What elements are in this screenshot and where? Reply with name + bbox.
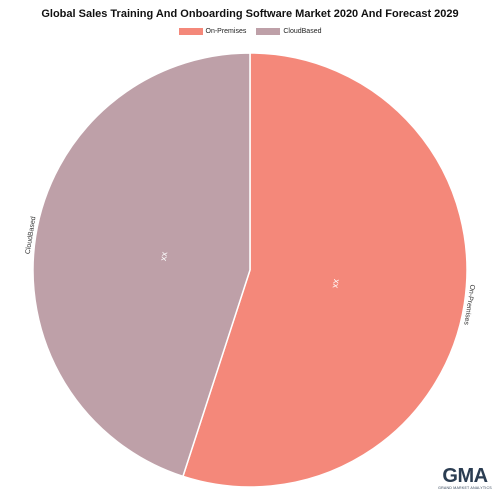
- pie-slice-cloudbased[interactable]: [32, 52, 251, 478]
- legend-label-on-premises: On-Premises: [205, 28, 247, 35]
- legend-item-cloudbased[interactable]: CloudBased: [256, 28, 321, 35]
- chart-title: Global Sales Training And Onboarding Sof…: [41, 8, 459, 20]
- gma-logo: GMA GRAND MARKET ANALYTICS: [436, 466, 494, 491]
- data-label-on-premises: xx: [331, 278, 342, 289]
- logo-subtitle: GRAND MARKET ANALYTICS: [438, 486, 492, 490]
- logo-mark: GMA: [442, 465, 488, 487]
- chart-legend: On-Premises CloudBased: [0, 28, 500, 35]
- legend-label-cloudbased: CloudBased: [283, 28, 322, 35]
- legend-swatch-on-premises: [178, 28, 203, 35]
- pie-slice-on-premises[interactable]: [181, 52, 468, 488]
- data-label-cloudbased: xx: [158, 251, 169, 262]
- legend-swatch-cloudbased: [256, 28, 281, 35]
- legend-item-on-premises[interactable]: On-Premises: [178, 28, 247, 35]
